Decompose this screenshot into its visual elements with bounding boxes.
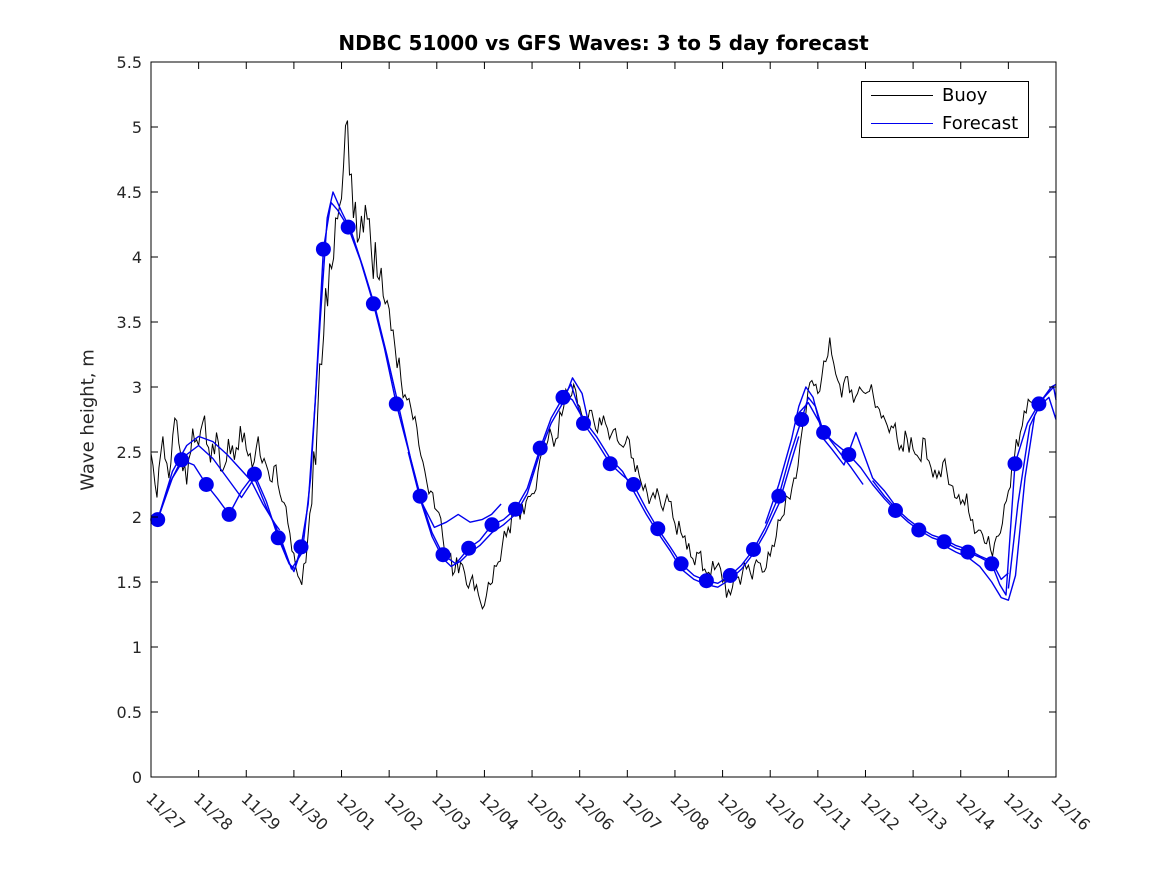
- svg-text:12/12: 12/12: [857, 789, 904, 834]
- legend-label-buoy: Buoy: [942, 84, 988, 106]
- svg-text:3.5: 3.5: [117, 313, 142, 332]
- svg-text:11/29: 11/29: [238, 789, 285, 834]
- svg-text:11/28: 11/28: [190, 789, 237, 834]
- svg-text:12/11: 12/11: [809, 789, 856, 834]
- buoy-series: [150, 120, 1033, 611]
- legend-item-buoy: Buoy: [871, 85, 1028, 107]
- svg-text:11/27: 11/27: [142, 789, 189, 834]
- svg-text:0: 0: [132, 768, 142, 787]
- legend-item-forecast: Forecast: [871, 113, 1028, 135]
- svg-text:12/01: 12/01: [333, 789, 380, 834]
- svg-text:4.5: 4.5: [117, 183, 142, 202]
- svg-text:1.5: 1.5: [117, 573, 142, 592]
- svg-text:12/06: 12/06: [571, 789, 618, 834]
- svg-text:12/03: 12/03: [428, 789, 475, 834]
- svg-text:12/09: 12/09: [714, 789, 761, 834]
- svg-text:12/10: 12/10: [761, 789, 808, 834]
- forecast-markers: [150, 219, 1047, 589]
- svg-text:12/16: 12/16: [1047, 789, 1094, 834]
- svg-text:12/02: 12/02: [380, 789, 427, 834]
- svg-text:12/14: 12/14: [952, 789, 999, 834]
- axes: 11/27 11/28 11/29 11/30 12/01 12/02 12/03 12/04…: [117, 53, 1094, 834]
- svg-text:5: 5: [132, 118, 142, 137]
- svg-text:11/30: 11/30: [285, 789, 332, 834]
- svg-text:12/05: 12/05: [523, 789, 570, 834]
- svg-text:2: 2: [132, 508, 142, 527]
- svg-text:2.5: 2.5: [117, 443, 142, 462]
- svg-text:3: 3: [132, 378, 142, 397]
- svg-text:12/04: 12/04: [476, 789, 523, 834]
- svg-text:1: 1: [132, 638, 142, 657]
- forecast-series: [157, 191, 1057, 601]
- legend: Buoy Forecast: [861, 81, 1029, 138]
- buoy-line-swatch: [871, 95, 933, 96]
- legend-label-forecast: Forecast: [942, 112, 1019, 134]
- svg-text:12/15: 12/15: [1000, 789, 1047, 834]
- svg-text:12/08: 12/08: [666, 789, 713, 834]
- chart-title: NDBC 51000 vs GFS Waves: 3 to 5 day fore…: [338, 31, 869, 55]
- svg-text:12/07: 12/07: [619, 789, 666, 834]
- y-axis-label: Wave height, m: [77, 349, 99, 491]
- svg-text:12/13: 12/13: [904, 789, 951, 834]
- svg-text:5.5: 5.5: [117, 53, 142, 72]
- svg-text:4: 4: [132, 248, 142, 267]
- svg-text:0.5: 0.5: [117, 703, 142, 722]
- forecast-line-swatch: [871, 123, 933, 124]
